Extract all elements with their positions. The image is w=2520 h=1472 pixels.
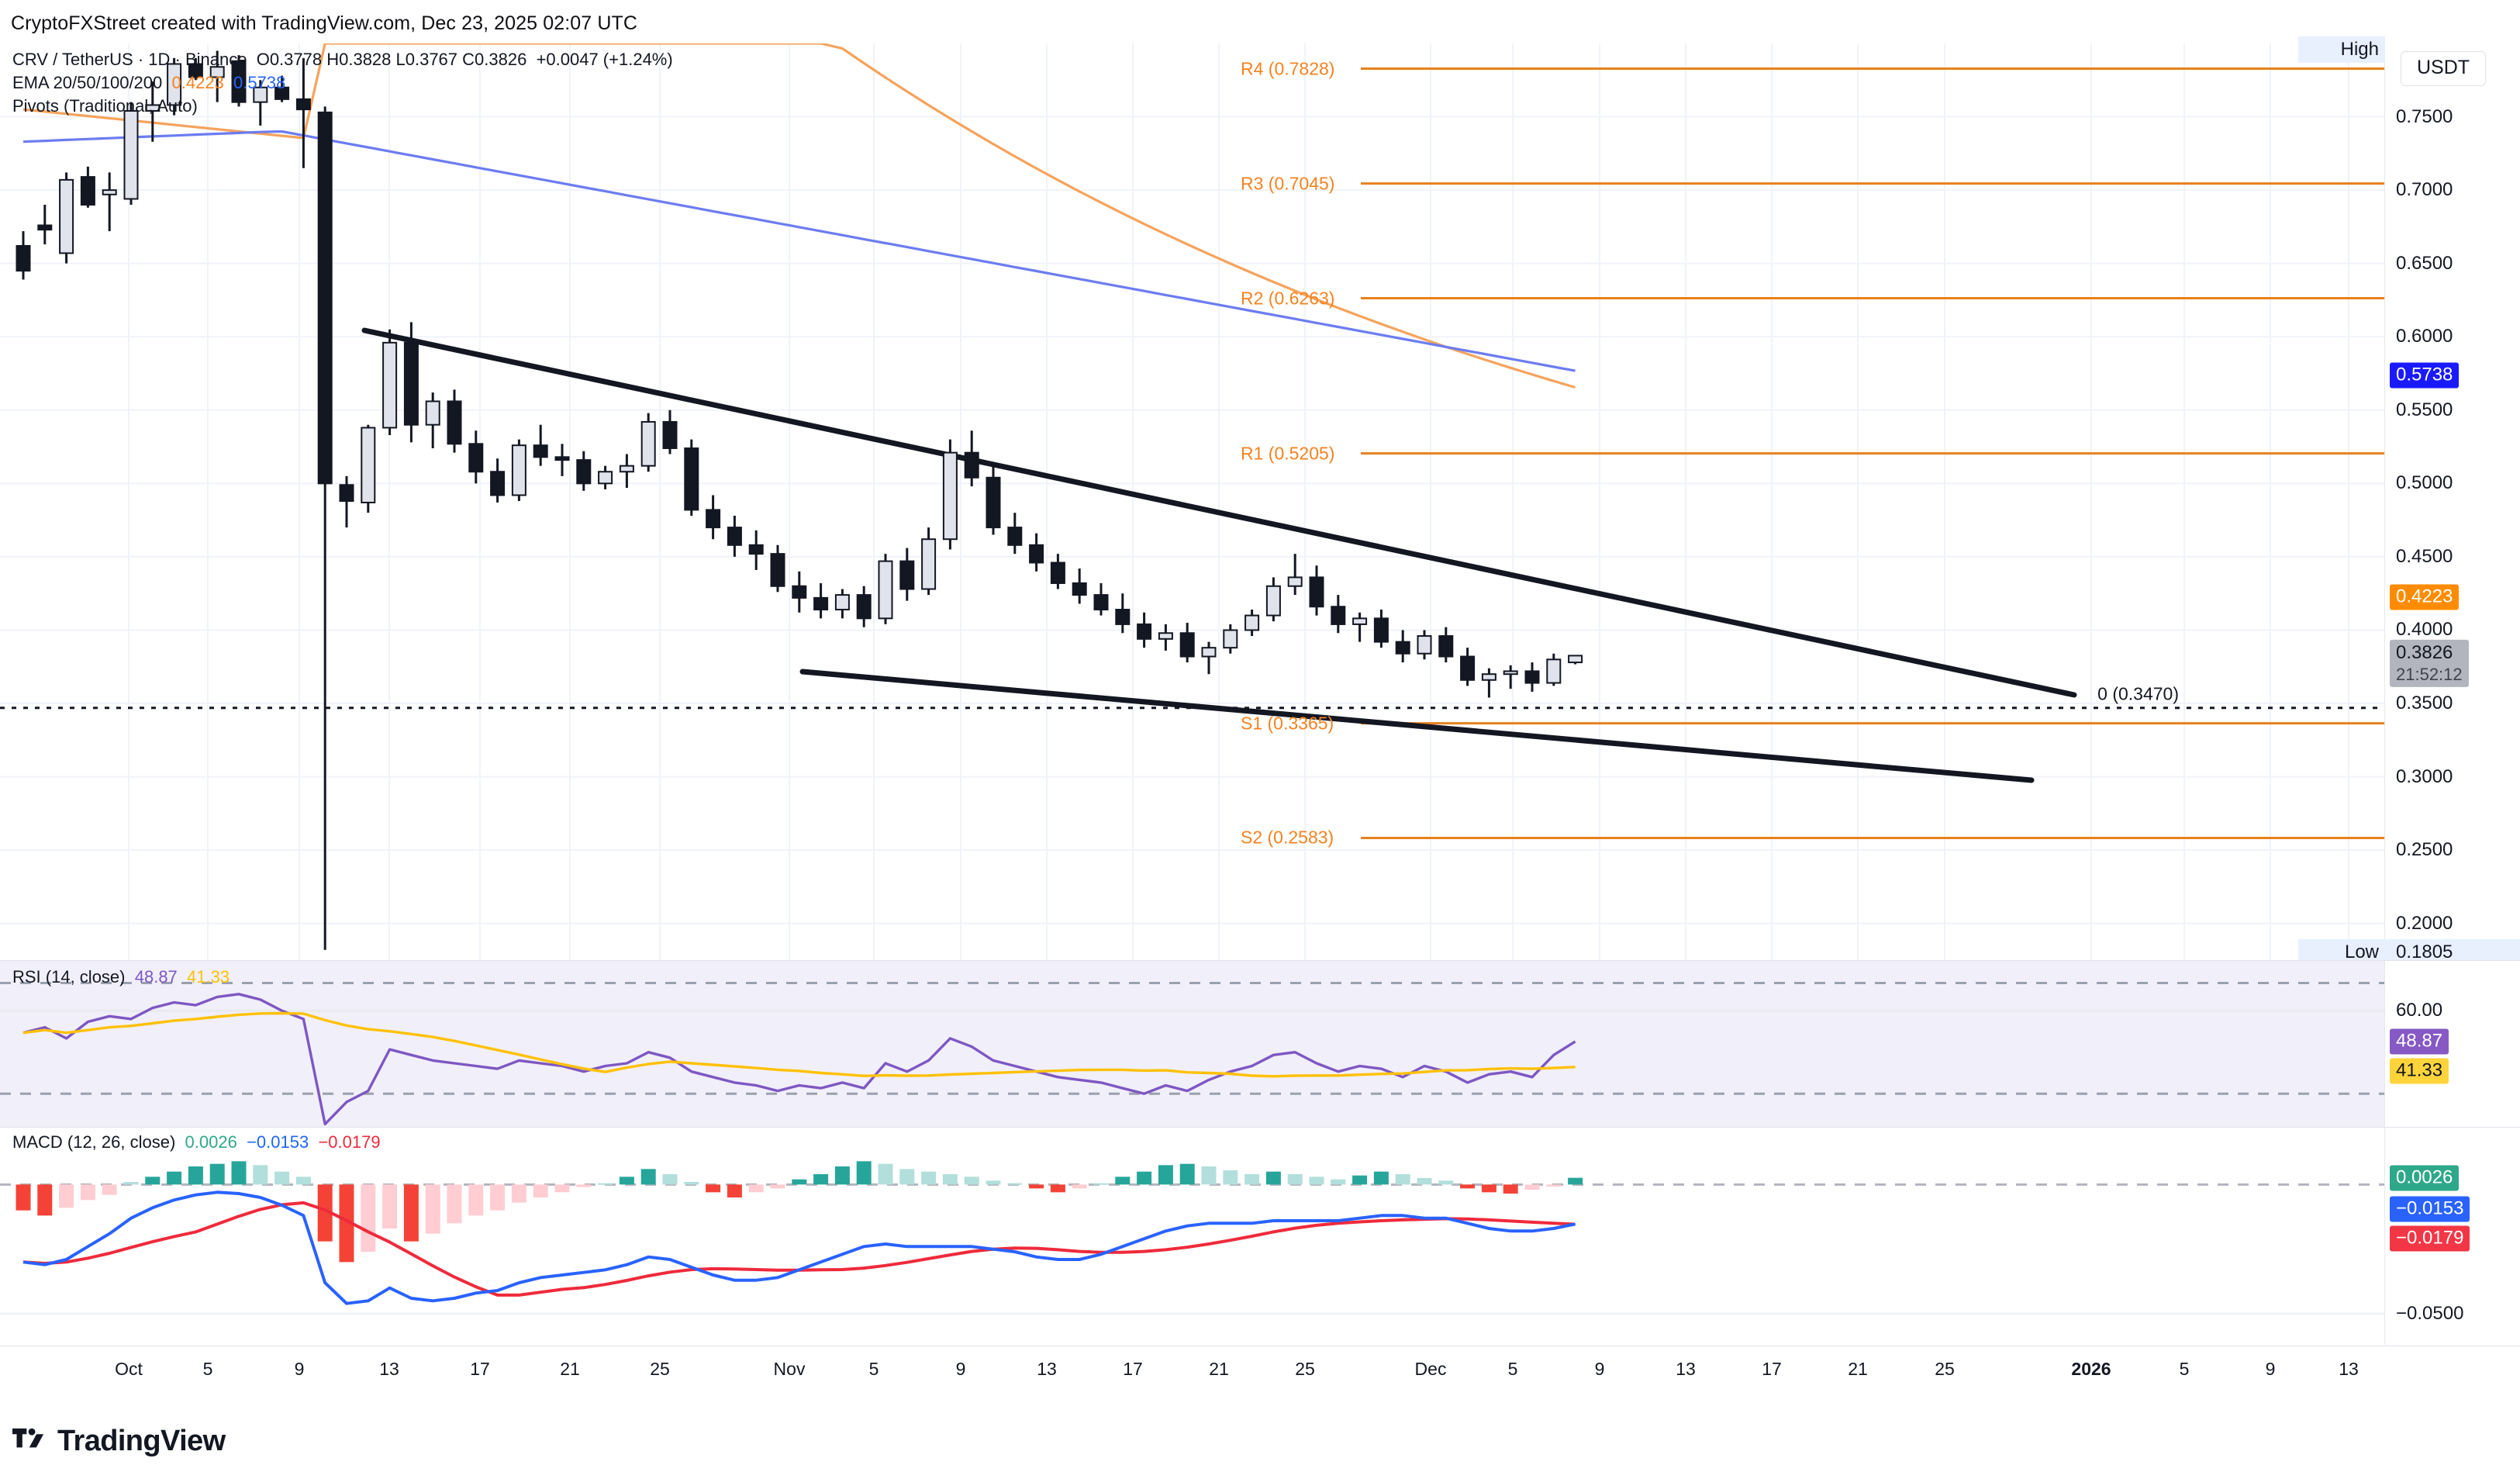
pivot-label-r3: R3 (0.7045) (1241, 173, 1335, 194)
price-axis[interactable]: USDT 0.7500 0.7000 0.6500 0.6000 0.5500 0.500… (2298, 36, 2520, 966)
low-marker-label: Low (2344, 941, 2379, 962)
rsi-axis[interactable]: 60.00 48.87 41.33 (2384, 961, 2520, 1127)
time-axis-label: 17 (470, 1359, 490, 1379)
time-axis-label: 5 (202, 1359, 213, 1379)
countdown-timer: 21:52:12 (2396, 664, 2463, 684)
macd-chart-svg (0, 1161, 2384, 1315)
macd-line-tag[interactable]: −0.0153 (2390, 1196, 2470, 1222)
rsi-pane[interactable]: RSI (14, close) 48.87 41.33 60.00 48.87 41… (0, 961, 2520, 1127)
pivot-label-r4: R4 (0.7828) (1241, 58, 1335, 79)
time-axis-label: 9 (1594, 1359, 1605, 1379)
price-plot-area[interactable]: R4 (0.7828) R3 (0.7045) R2 (0.6263) R1 (0.5… (0, 43, 2384, 960)
high-marker-label: High (2340, 39, 2379, 60)
tradingview-logo-icon (12, 1428, 44, 1447)
price-axis-tick: 0.7500 (2396, 105, 2453, 127)
macd-pane[interactable]: MACD (12, 26, close) 0.0026 −0.0153 −0.0… (0, 1128, 2520, 1345)
brand-name: TradingView (57, 1425, 226, 1457)
ema-50-price-tag[interactable]: 0.4223 (2390, 584, 2460, 610)
high-marker-highlight (2298, 36, 2385, 63)
time-axis[interactable]: Oct 5 9 13 17 21 25 Nov 5 9 13 17 21 25 Dec 5 9 13 17 21 25 2… (0, 1346, 2520, 1392)
time-axis-label: 13 (379, 1359, 399, 1379)
price-axis-tick: 0.4500 (2396, 545, 2453, 567)
time-axis-label: 9 (294, 1359, 305, 1379)
pivot-label-s2: S2 (0.2583) (1241, 827, 1334, 848)
price-axis-tick: 0.3500 (2396, 693, 2453, 714)
price-axis-tick: 0.6000 (2396, 326, 2453, 347)
last-price-tag[interactable]: 0.3826 21:52:12 (2390, 640, 2469, 687)
macd-axis[interactable]: −0.0500 0.0026 −0.0153 −0.0179 (2384, 1128, 2520, 1345)
time-axis-label: 21 (1848, 1359, 1868, 1379)
time-axis-label: 25 (650, 1359, 670, 1379)
pivot-label-r2: R2 (0.6263) (1241, 288, 1335, 308)
price-axis-tick: 0.4000 (2396, 619, 2453, 641)
ema-200-price-tag[interactable]: 0.5738 (2390, 362, 2460, 389)
time-axis-label: 5 (2179, 1359, 2190, 1379)
low-marker-value: 0.1805 (2396, 941, 2453, 962)
rsi-axis-tick: 60.00 (2396, 1000, 2443, 1021)
pivot-label-r1: R1 (0.5205) (1241, 443, 1335, 464)
pane-separator-1 (0, 960, 2520, 961)
macd-axis-tick: −0.0500 (2396, 1303, 2464, 1324)
time-axis-label: 13 (1676, 1359, 1696, 1379)
macd-hist-tag[interactable]: 0.0026 (2390, 1165, 2460, 1191)
time-axis-label: 13 (2339, 1359, 2359, 1379)
price-axis-tick: 0.2000 (2396, 912, 2453, 934)
time-axis-label: 21 (1209, 1359, 1229, 1379)
time-axis-label: Dec (1414, 1359, 1447, 1379)
time-axis-label: Oct (115, 1359, 143, 1379)
footer: TradingView (12, 1425, 226, 1458)
rsi-background (0, 961, 2384, 1127)
time-axis-label: Nov (773, 1359, 806, 1379)
rsi-plot-area[interactable]: RSI (14, close) 48.87 41.33 (0, 961, 2384, 1127)
time-axis-label: 13 (1037, 1359, 1057, 1379)
rsi-value-tag[interactable]: 48.87 (2390, 1028, 2449, 1055)
pane-separator-2 (0, 1127, 2520, 1128)
currency-pill[interactable]: USDT (2401, 51, 2487, 86)
rsi-ma-value-tag[interactable]: 41.33 (2390, 1058, 2449, 1084)
attribution-text: CryptoFXStreet created with TradingView.… (11, 12, 638, 34)
price-axis-tick: 0.5500 (2396, 399, 2453, 420)
chart-frame: R4 (0.7828) R3 (0.7045) R2 (0.6263) R1 (0.5… (0, 36, 2520, 1472)
time-axis-label: 21 (560, 1359, 580, 1379)
pivot-zero-label: 0 (0.3470) (2097, 683, 2179, 704)
price-axis-tick: 0.2500 (2396, 839, 2453, 861)
price-axis-tick: 0.6500 (2396, 252, 2453, 274)
time-axis-label: 25 (1295, 1359, 1315, 1379)
time-axis-label: 5 (1507, 1359, 1518, 1379)
price-axis-tick: 0.3000 (2396, 765, 2453, 787)
macd-plot-area[interactable]: MACD (12, 26, close) 0.0026 −0.0153 −0.0… (0, 1128, 2384, 1345)
macd-signal-tag[interactable]: −0.0179 (2390, 1225, 2470, 1252)
time-axis-label: 5 (868, 1359, 879, 1379)
price-pane[interactable]: R4 (0.7828) R3 (0.7045) R2 (0.6263) R1 (0.5… (0, 36, 2520, 966)
time-axis-label: 17 (1123, 1359, 1143, 1379)
price-axis-tick: 0.5000 (2396, 472, 2453, 494)
price-axis-tick: 0.7000 (2396, 179, 2453, 201)
time-axis-label: 25 (1935, 1359, 1955, 1379)
price-chart-svg (0, 43, 2384, 960)
time-axis-label: 9 (955, 1359, 966, 1379)
time-axis-label: 2026 (2071, 1359, 2111, 1379)
time-axis-label: 17 (1762, 1359, 1782, 1379)
time-axis-label: 9 (2265, 1359, 2276, 1379)
rsi-chart-svg (0, 982, 2384, 1126)
pivot-label-s1: S1 (0.3365) (1241, 713, 1334, 734)
